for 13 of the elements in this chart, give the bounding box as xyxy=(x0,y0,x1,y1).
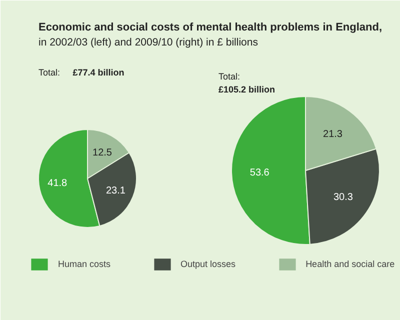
chart-title: Economic and social costs of mental health problems in England, xyxy=(38,22,382,34)
legend-label: Health and social care xyxy=(306,259,395,269)
data-label: 12.5 xyxy=(92,147,112,158)
legend-label: Output losses xyxy=(180,259,236,269)
data-label: 41.8 xyxy=(48,178,68,189)
data-label: 30.3 xyxy=(333,192,354,204)
data-label: 53.6 xyxy=(250,167,270,178)
chart-subtitle: in 2002/03 (left) and 2009/10 (right) in £ billions xyxy=(38,36,258,48)
data-label: 21.3 xyxy=(323,129,343,140)
data-label: 23.1 xyxy=(106,185,126,196)
text: Total: £105.2 billion xyxy=(218,72,276,94)
legend-label: Human costs xyxy=(58,259,111,269)
text: Total: £77.4 billion xyxy=(38,68,124,78)
